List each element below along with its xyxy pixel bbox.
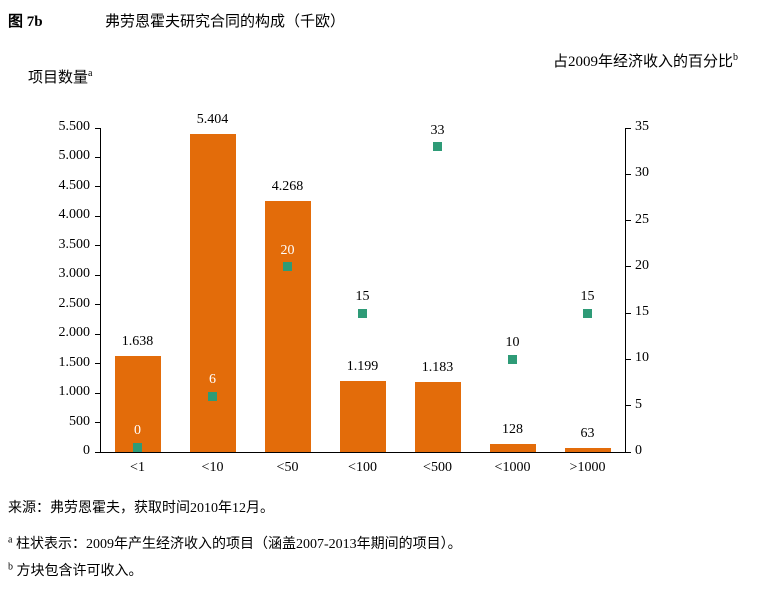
marker-square [208,391,217,401]
bar [489,444,536,452]
marker-square [283,262,292,272]
right-axis-tick-label: 20 [635,257,649,273]
bar-value-label: 1.199 [346,359,379,375]
left-axis-tick-label: 5.500 [58,119,91,134]
bar-value-label: 4.268 [271,178,304,194]
left-axis-tick-label: 1.500 [58,354,91,370]
left-axis-tick-label: 500 [69,413,90,429]
right-axis-tick-label: 35 [635,119,649,134]
bar-value-label: 63 [580,426,595,442]
left-axis-tick-label: 0 [83,443,90,458]
left-axis-tick [95,392,100,394]
marker-square [508,354,517,364]
left-axis-tick [95,333,100,335]
bar [189,133,236,452]
x-axis-category-label: <1000 [494,460,531,475]
bar [114,355,161,452]
x-axis-category-label: <100 [348,460,377,475]
left-axis-tick-label: 2.500 [58,295,91,311]
left-axis-title: 项目数量a [28,66,92,87]
left-axis-title-text: 项目数量 [28,70,89,86]
x-axis-category-label: <10 [201,460,224,475]
left-axis-tick-label: 3.500 [58,236,91,252]
marker-square [583,308,592,318]
bar-value-label: 128 [502,422,523,438]
left-axis-tick-label: 3.000 [58,266,91,282]
left-axis-tick [95,304,100,306]
bar [414,382,461,452]
marker-value-label: 33 [430,122,445,138]
left-axis-tick-label: 5.000 [58,148,91,164]
right-axis-tick-label: 15 [635,304,649,320]
footnote-b-text: 方块包含许可收入。 [16,564,143,579]
left-axis-tick [95,127,100,129]
right-axis-title-sup: b [733,52,739,63]
footnote-a: a 柱状表示：2009年产生经济收入的项目（涵盖2007-2013年期间的项目）… [8,533,462,553]
figure-title: 弗劳恩霍夫研究合同的构成（千欧） [105,14,346,30]
bar-value-label: 5.404 [196,111,229,127]
marker-value-label: 20 [280,242,295,258]
footnote-b-sup: b [8,561,13,573]
left-axis-tick-label: 4.500 [58,177,91,193]
right-axis-tick [626,127,631,129]
source-line: 来源：弗劳恩霍夫，获取时间2010年12月。 [8,501,274,516]
right-axis-line [625,128,626,452]
right-axis-tick [626,173,631,175]
bar [564,448,611,452]
marker-square [133,442,142,452]
marker-square [433,142,442,151]
left-axis-tick [95,363,100,365]
x-axis-category-label: <500 [423,460,452,475]
footnote-a-sup: a [8,534,13,546]
right-axis-title-text: 占2009年经济收入的百分比 [553,54,734,70]
left-axis-title-sup: a [88,68,93,79]
right-axis-tick-label: 0 [635,443,642,458]
x-axis-category-label: >1000 [569,460,606,475]
left-axis-tick-label: 2.000 [58,325,91,341]
bottom-axis-line [100,452,626,453]
right-axis-tick [626,312,631,314]
left-axis-tick [95,215,100,217]
right-axis-tick-label: 30 [635,165,649,181]
marker-value-label: 10 [505,335,520,351]
footnote-a-text: 柱状表示：2009年产生经济收入的项目（涵盖2007-2013年期间的项目）。 [15,537,462,552]
left-axis-tick-label: 4.000 [58,207,91,223]
marker-value-label: 15 [355,289,370,305]
left-axis-tick [95,245,100,247]
marker-value-label: 0 [134,423,141,438]
x-axis-category-label: <1 [130,460,145,475]
right-axis-tick [626,358,631,360]
left-axis-line [100,128,101,452]
footnote-b: b 方块包含许可收入。 [8,560,143,580]
bar [339,381,386,452]
right-axis-tick [626,451,631,453]
right-axis-tick [626,220,631,222]
bar [264,200,311,452]
bar-value-label: 1.183 [421,360,454,376]
left-axis-tick [95,274,100,276]
marker-square [358,308,367,318]
figure-tag: 图 7b [8,14,43,30]
left-axis-tick [95,422,100,424]
right-axis-tick [626,266,631,268]
marker-value-label: 6 [209,372,216,388]
right-axis-title: 占2009年经济收入的百分比b [553,50,751,74]
left-axis-tick [95,186,100,188]
right-axis-tick-label: 5 [635,396,642,412]
right-axis-tick-label: 10 [635,350,649,366]
marker-value-label: 15 [580,289,595,305]
x-axis-category-label: <50 [276,460,299,475]
right-axis-tick-label: 25 [635,211,649,227]
left-axis-tick-label: 1.000 [58,384,91,400]
right-axis-tick [626,405,631,407]
left-axis-tick [95,156,100,158]
bar-value-label: 1.638 [121,333,154,349]
left-axis-tick [95,451,100,453]
